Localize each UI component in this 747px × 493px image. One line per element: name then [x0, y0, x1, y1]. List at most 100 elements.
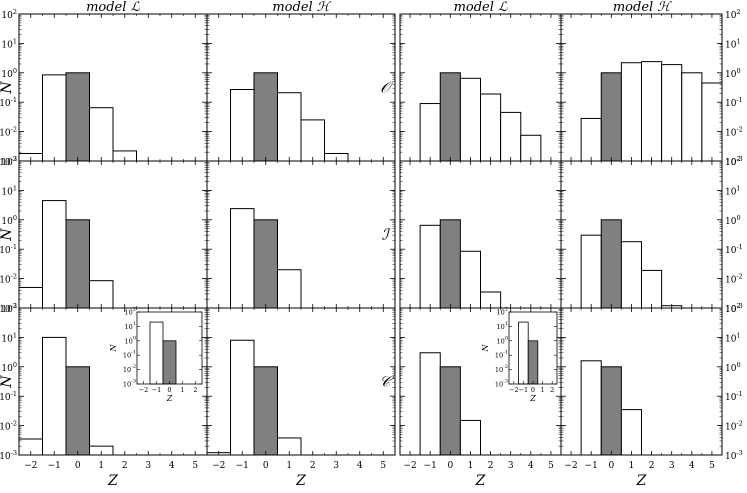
- y-tick-label: 10-2: [725, 273, 743, 286]
- y-tick-label-exponent: 0: [736, 67, 740, 75]
- inset-y-tick-label-exponent: 1: [133, 321, 136, 327]
- inset-x-tick-label: −2: [139, 386, 149, 394]
- x-tick-label: 1: [98, 461, 104, 471]
- y-tick-label-exponent: -1: [11, 243, 17, 251]
- inset-y-tick-label-exponent: 1: [505, 321, 508, 327]
- y-tick-label-base: 10: [0, 246, 11, 256]
- x-tick-label: 4: [357, 461, 363, 471]
- inset-y-tick-label: 100: [125, 335, 136, 345]
- inset-y-tick-label: 10-3: [123, 379, 136, 389]
- y-tick-label: 10-2: [725, 420, 743, 433]
- y-tick-label-base: 10: [0, 99, 11, 109]
- y-tick-label-exponent: -2: [736, 126, 742, 134]
- x-tick-label: 3: [669, 461, 675, 471]
- x-axis-title: Z: [295, 473, 306, 489]
- x-axis-title: Z: [475, 473, 486, 489]
- bar: [253, 72, 278, 162]
- x-tick-label: 0: [75, 461, 81, 471]
- inset-y-axis-title: N: [109, 344, 118, 353]
- row-label: 𝒞: [380, 373, 395, 391]
- y-tick-label-exponent: 1: [13, 37, 17, 45]
- y-tick-label: 10-1: [725, 390, 743, 403]
- bar: [580, 117, 602, 162]
- bar: [600, 72, 622, 162]
- column-title: model ℋ: [613, 0, 672, 15]
- inset-y-tick-label-exponent: 2: [505, 307, 508, 313]
- y-tick-label-exponent: 0: [13, 67, 17, 75]
- inset-y-tick-label-base: 10: [123, 366, 131, 374]
- y-tick-label-exponent: -2: [11, 273, 17, 281]
- inset-y-tick-label: 101: [497, 321, 508, 331]
- y-tick-label-base: 10: [1, 305, 13, 315]
- column-title: model ℋ: [272, 0, 331, 15]
- y-tick-label-base: 10: [725, 217, 737, 227]
- y-tick-label: 10-2: [725, 126, 743, 139]
- bar: [277, 269, 302, 309]
- bar: [620, 409, 642, 456]
- x-tick-label: 4: [528, 461, 534, 471]
- x-tick-label: 1: [468, 461, 474, 471]
- inset-y-tick-label: 10-2: [495, 364, 508, 374]
- y-tick-label-base: 10: [725, 158, 737, 168]
- bar: [42, 200, 67, 309]
- y-tick-label-base: 10: [725, 158, 737, 168]
- inset-y-tick-label: 10-1: [495, 350, 508, 360]
- x-tick-label: 5: [380, 461, 386, 471]
- inset-y-tick-label-exponent: 2: [133, 307, 136, 313]
- bar: [459, 419, 481, 456]
- x-tick-label: −1: [48, 461, 61, 471]
- inset-x-tick-label: 1: [180, 386, 184, 394]
- y-tick-label-base: 10: [1, 40, 13, 50]
- bar: [65, 366, 90, 456]
- y-tick-label: 100: [1, 67, 17, 80]
- x-tick-label: −1: [585, 461, 598, 471]
- inset-y-tick-label: 101: [125, 321, 136, 331]
- bar: [459, 250, 481, 309]
- y-tick-label-exponent: -1: [11, 390, 17, 398]
- bar: [230, 208, 255, 309]
- inset-y-tick-label-exponent: 0: [133, 335, 136, 341]
- x-tick-label: 5: [709, 461, 715, 471]
- bar: [600, 366, 622, 456]
- y-tick-label: 102: [725, 8, 741, 21]
- x-axis-title: Z: [636, 473, 647, 489]
- y-tick-label: 102: [1, 155, 17, 168]
- y-tick-label: 10-3: [725, 449, 743, 462]
- inset-y-tick-label: 100: [497, 335, 508, 345]
- y-tick-label-base: 10: [725, 40, 737, 50]
- bar: [253, 219, 278, 309]
- bar: [419, 352, 441, 456]
- bar: [620, 62, 642, 162]
- inset-x-tick-label: 0: [531, 386, 535, 394]
- inset-y-tick-label-exponent: -1: [503, 350, 508, 356]
- y-tick-label-exponent: 2: [13, 302, 17, 310]
- inset-y-tick-label-base: 10: [495, 366, 503, 374]
- inset-y-tick-label-base: 10: [123, 352, 131, 360]
- inset-y-tick-label-exponent: -3: [503, 379, 508, 385]
- y-tick-label: 10-2: [0, 126, 17, 139]
- inset-x-tick-label: −1: [152, 386, 162, 394]
- x-tick-label: 5: [548, 461, 554, 471]
- y-tick-label-base: 10: [725, 305, 737, 315]
- bar: [89, 107, 114, 162]
- y-tick-label: 101: [1, 37, 17, 50]
- y-tick-label: 100: [725, 214, 741, 227]
- y-tick-label-exponent: -1: [736, 96, 742, 104]
- x-tick-label: −2: [24, 461, 37, 471]
- bar: [230, 89, 255, 162]
- bar: [620, 241, 642, 309]
- y-tick-label-exponent: 2: [736, 302, 740, 310]
- y-tick-label-base: 10: [0, 305, 11, 315]
- x-tick-label: 2: [649, 461, 655, 471]
- inset-x-tick-label: 2: [193, 386, 197, 394]
- inset-y-tick-label-base: 10: [125, 309, 133, 317]
- bar: [661, 64, 683, 162]
- y-tick-label-base: 10: [725, 305, 737, 315]
- inset-x-tick-label: −2: [509, 386, 519, 394]
- y-tick-label: 10-1: [725, 243, 743, 256]
- y-tick-label: 100: [1, 361, 17, 374]
